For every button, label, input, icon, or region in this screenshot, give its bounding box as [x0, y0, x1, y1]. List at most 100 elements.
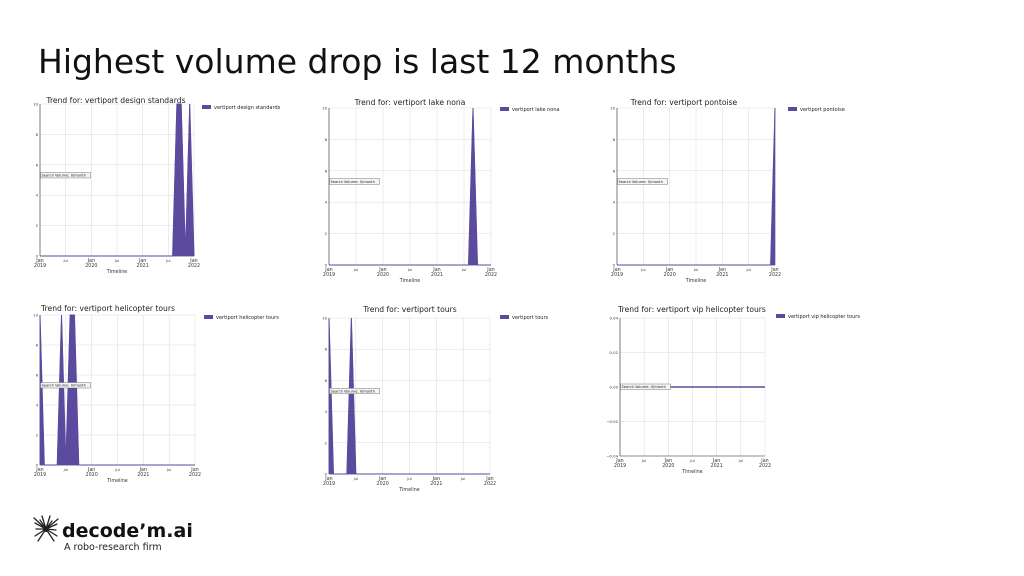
x-tick-label: 2022: [759, 463, 771, 469]
x-tick-label: 2021: [430, 481, 442, 487]
annotation-box: [329, 178, 380, 185]
x-tick-label: 2021: [711, 463, 723, 469]
x-tick-label: 2020: [662, 463, 674, 469]
x-axis-label: Timeline: [681, 469, 702, 475]
chart-vertiport-vip-helicopter-tours: Trend for: vertiport vip helicopter tour…: [606, 305, 860, 475]
annotation-text: Search Volume: 0/month: [622, 385, 666, 389]
chart-title: Trend for: vertiport tours: [362, 305, 456, 314]
x-tick-label: Jan: [35, 467, 43, 473]
y-tick-label: 0.02: [610, 350, 619, 355]
series-line: [40, 103, 195, 257]
y-tick-label: 2: [325, 231, 328, 236]
y-tick-label: 2: [613, 231, 616, 236]
y-tick-label: 6: [36, 162, 39, 167]
x-tick-label: Jan: [87, 467, 95, 473]
x-tick-label: Jan: [35, 258, 43, 264]
annotation-text: Search Volume: 0/month: [42, 384, 86, 388]
x-tick-label: 2022: [189, 472, 201, 478]
y-tick-label: 10: [610, 106, 615, 111]
x-tick-label: 2020: [664, 272, 676, 278]
x-tick-label: 2022: [188, 263, 200, 269]
x-tick-label: 2019: [323, 272, 335, 278]
y-tick-label: 0: [36, 463, 39, 468]
y-tick-label: 8: [36, 343, 39, 348]
x-tick-label: Jan: [378, 476, 386, 482]
y-tick-label: 8: [325, 347, 328, 352]
chart-vertiport-design-standards: Trend for: vertiport design standards 0 2 4…: [33, 96, 281, 275]
x-tick-label: Jan: [432, 476, 440, 482]
x-tick-label: 2022: [484, 481, 496, 487]
x-tick-label: 2021: [716, 272, 728, 278]
annotation-box: [40, 172, 91, 179]
y-tick-label: 4: [36, 193, 39, 198]
legend-swatch: [788, 107, 797, 111]
slide-title: Highest volume drop is last 12 months: [38, 42, 677, 81]
y-tick-label: 0: [613, 263, 616, 268]
x-axis-label: Timeline: [399, 278, 420, 284]
y-tick-label: 10: [322, 106, 327, 111]
x-axis-label: Timeline: [106, 478, 127, 484]
x-tick-label: Jan: [486, 267, 494, 273]
x-tick-label: 2020: [86, 472, 98, 478]
logo-tagline: A robo-research firm: [64, 542, 162, 553]
legend-label: vertiport design standards: [214, 105, 281, 111]
x-tick-label: Jul: [406, 477, 411, 481]
x-tick-label: Jul: [63, 468, 68, 472]
x-tick-label: 2019: [34, 472, 46, 478]
x-tick-label: 2019: [611, 272, 623, 278]
annotation-box: [329, 388, 380, 395]
y-tick-label: 4: [325, 200, 328, 205]
y-tick-label: 2: [36, 433, 39, 438]
annotation-box: [40, 382, 91, 389]
legend-label: vertiport pontoise: [800, 107, 845, 113]
x-tick-label: Jul: [166, 468, 171, 472]
x-tick-label: Jul: [353, 268, 358, 272]
x-tick-label: Jul: [353, 477, 358, 481]
y-tick-label: 0: [325, 263, 328, 268]
y-tick-label: 8: [36, 132, 39, 137]
legend-label: vertiport tours: [512, 315, 549, 321]
y-tick-label: 2: [36, 223, 39, 228]
x-tick-label: 2021: [431, 272, 443, 278]
x-tick-label: Jan: [378, 267, 386, 273]
x-tick-label: Jan: [139, 467, 147, 473]
annotation-box: [620, 383, 671, 390]
x-tick-label: Jul: [114, 259, 119, 263]
legend-label: vertiport lake nona: [512, 107, 560, 113]
x-tick-label: Jan: [612, 267, 620, 273]
legend-swatch: [204, 315, 213, 319]
legend-label: vertiport vip helicopter tours: [788, 314, 860, 320]
x-tick-label: 2022: [769, 272, 781, 278]
legend-swatch: [776, 314, 785, 318]
x-tick-label: 2019: [34, 263, 46, 269]
x-tick-label: Jan: [664, 458, 672, 464]
x-tick-label: Jul: [641, 459, 646, 463]
x-tick-label: Jul: [693, 268, 698, 272]
x-tick-label: Jan: [485, 476, 493, 482]
y-tick-label: 0.00: [610, 385, 619, 390]
legend-swatch: [500, 107, 509, 111]
chart-vertiport-tours: Trend for: vertiport tours0246810Jan2019…: [322, 305, 549, 493]
y-tick-label: 8: [613, 137, 616, 142]
x-tick-label: Jan: [432, 267, 440, 273]
x-tick-label: Jan: [324, 476, 332, 482]
x-tick-label: 2021: [137, 472, 149, 478]
annotation-box: [617, 178, 668, 185]
x-tick-label: 2019: [323, 481, 335, 487]
y-tick-label: 0: [325, 472, 328, 477]
x-axis-label: Timeline: [106, 269, 127, 275]
y-tick-label: 8: [325, 137, 328, 142]
y-tick-label: 10: [322, 316, 327, 321]
legend-swatch: [202, 105, 211, 109]
chart-title: Trend for: vertiport lake nona: [354, 98, 466, 107]
chart-vertiport-pontoise: Trend for: vertiport pontoise0246810Jan2…: [610, 98, 845, 284]
x-tick-label: 2022: [485, 272, 497, 278]
x-tick-label: 2020: [85, 263, 97, 269]
decodem-logo-icon: [33, 515, 59, 542]
x-tick-label: Jan: [324, 267, 332, 273]
y-tick-label: 6: [36, 373, 39, 378]
x-tick-label: Jan: [189, 258, 197, 264]
x-tick-label: Jan: [718, 267, 726, 273]
x-tick-label: Jul: [165, 259, 170, 263]
annotation-text: Search Volume: 0/month: [331, 180, 375, 184]
